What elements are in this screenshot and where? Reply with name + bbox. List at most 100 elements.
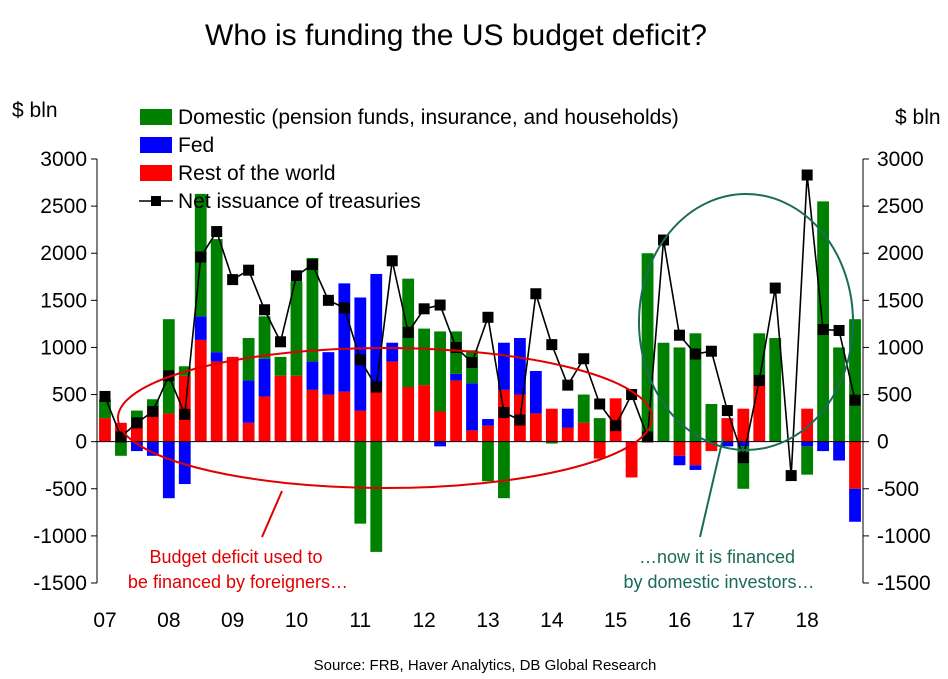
bar-rest-of-world — [291, 376, 303, 442]
right-y-tick-label: 1000 — [877, 336, 924, 359]
net-issuance-marker — [738, 452, 749, 463]
net-issuance-marker — [371, 382, 382, 393]
legend-marker-net-issuance — [151, 196, 161, 206]
net-issuance-marker — [307, 259, 318, 270]
bar-rest-of-world — [227, 357, 239, 442]
x-tick-label: 10 — [285, 609, 308, 632]
bar-fed — [322, 352, 334, 394]
bar-domestic — [658, 343, 670, 442]
bar-rest-of-world — [322, 395, 334, 442]
right-y-tick-label: 0 — [877, 431, 889, 454]
legend-swatch-domestic — [140, 109, 172, 125]
bar-fed — [434, 442, 446, 447]
x-tick-label: 15 — [604, 609, 627, 632]
source-note: Source: FRB, Haver Analytics, DB Global … — [314, 657, 657, 674]
bar-domestic — [163, 319, 175, 413]
left-axis-unit: $ bln — [12, 99, 58, 122]
bar-rest-of-world — [450, 380, 462, 441]
right-y-tick-label: 500 — [877, 384, 912, 407]
net-issuance-marker — [211, 226, 222, 237]
net-issuance-marker — [690, 349, 701, 360]
right-y-tick-label: 3000 — [877, 148, 924, 171]
net-issuance-marker — [323, 295, 334, 306]
net-issuance-marker — [834, 325, 845, 336]
bar-rest-of-world — [546, 409, 558, 442]
bar-rest-of-world — [386, 362, 398, 442]
net-issuance-marker — [802, 170, 813, 181]
bar-fed — [338, 283, 350, 391]
net-issuance-marker — [850, 395, 861, 406]
bar-fed — [817, 442, 829, 451]
green-annotation-line-2: by domestic investors… — [623, 572, 814, 592]
bar-fed — [243, 380, 255, 422]
bar-fed — [307, 362, 319, 390]
bar-rest-of-world — [354, 411, 366, 442]
bar-domestic — [482, 442, 494, 482]
bar-rest-of-world — [402, 387, 414, 442]
bar-domestic — [705, 404, 717, 442]
bar-rest-of-world — [195, 340, 207, 442]
bar-rest-of-world — [163, 413, 175, 441]
bar-fed — [674, 456, 686, 465]
bar-rest-of-world — [370, 387, 382, 442]
right-y-tick-label: 2500 — [877, 195, 924, 218]
net-issuance-marker — [770, 283, 781, 294]
net-issuance-marker — [435, 300, 446, 311]
bar-domestic — [434, 331, 446, 411]
legend-label-rest-of-world: Rest of the world — [178, 162, 336, 185]
net-issuance-marker — [99, 391, 110, 402]
bar-fed — [386, 343, 398, 362]
net-issuance-marker — [706, 346, 717, 357]
bar-domestic — [578, 395, 590, 423]
red-annotation-line-2: be financed by foreigners… — [128, 572, 348, 592]
right-y-tick-label: -1000 — [877, 525, 931, 548]
bar-rest-of-world — [594, 442, 606, 459]
bar-fed — [370, 274, 382, 387]
bar-rest-of-world — [562, 428, 574, 442]
bar-fed — [211, 352, 223, 361]
x-tick-label: 12 — [412, 609, 435, 632]
bar-domestic — [801, 446, 813, 474]
net-issuance-marker — [147, 406, 158, 417]
left-y-tick-label: 2000 — [40, 242, 87, 265]
bar-fed — [163, 442, 175, 499]
net-issuance-marker — [419, 303, 430, 314]
x-tick-label: 07 — [93, 609, 116, 632]
net-issuance-marker — [291, 270, 302, 281]
bar-fed — [195, 316, 207, 340]
bar-rest-of-world — [259, 396, 271, 441]
net-issuance-marker — [674, 330, 685, 341]
bar-rest-of-world — [307, 390, 319, 442]
bar-fed — [466, 383, 478, 430]
net-issuance-marker — [259, 304, 270, 315]
bar-rest-of-world — [674, 442, 686, 456]
bar-fed — [849, 489, 861, 522]
bar-fed — [482, 419, 494, 426]
left-y-tick-label: 3000 — [40, 148, 87, 171]
right-y-tick-label: -500 — [877, 478, 919, 501]
bar-fed — [801, 442, 813, 447]
bar-fed — [721, 442, 733, 447]
net-issuance-marker — [243, 265, 254, 276]
legend-label-domestic: Domestic (pension funds, insurance, and … — [178, 106, 679, 129]
bar-rest-of-world — [466, 430, 478, 441]
left-y-tick-label: 2500 — [40, 195, 87, 218]
bar-domestic — [418, 329, 430, 386]
bar-rest-of-world — [211, 362, 223, 442]
red-annotation-pointer — [262, 491, 282, 537]
net-issuance-marker — [610, 420, 621, 431]
bar-fed — [833, 442, 845, 461]
right-y-tick-label: 1500 — [877, 289, 924, 312]
bar-domestic — [211, 239, 223, 352]
x-tick-label: 14 — [540, 609, 564, 632]
bar-rest-of-world — [690, 442, 702, 466]
bar-fed — [530, 371, 542, 413]
bar-rest-of-world — [801, 409, 813, 442]
bar-domestic — [594, 418, 606, 442]
net-issuance-marker — [546, 339, 557, 350]
bar-domestic — [275, 357, 287, 376]
bar-domestic — [498, 442, 510, 499]
bar-domestic — [370, 442, 382, 552]
net-issuance-marker — [482, 312, 493, 323]
